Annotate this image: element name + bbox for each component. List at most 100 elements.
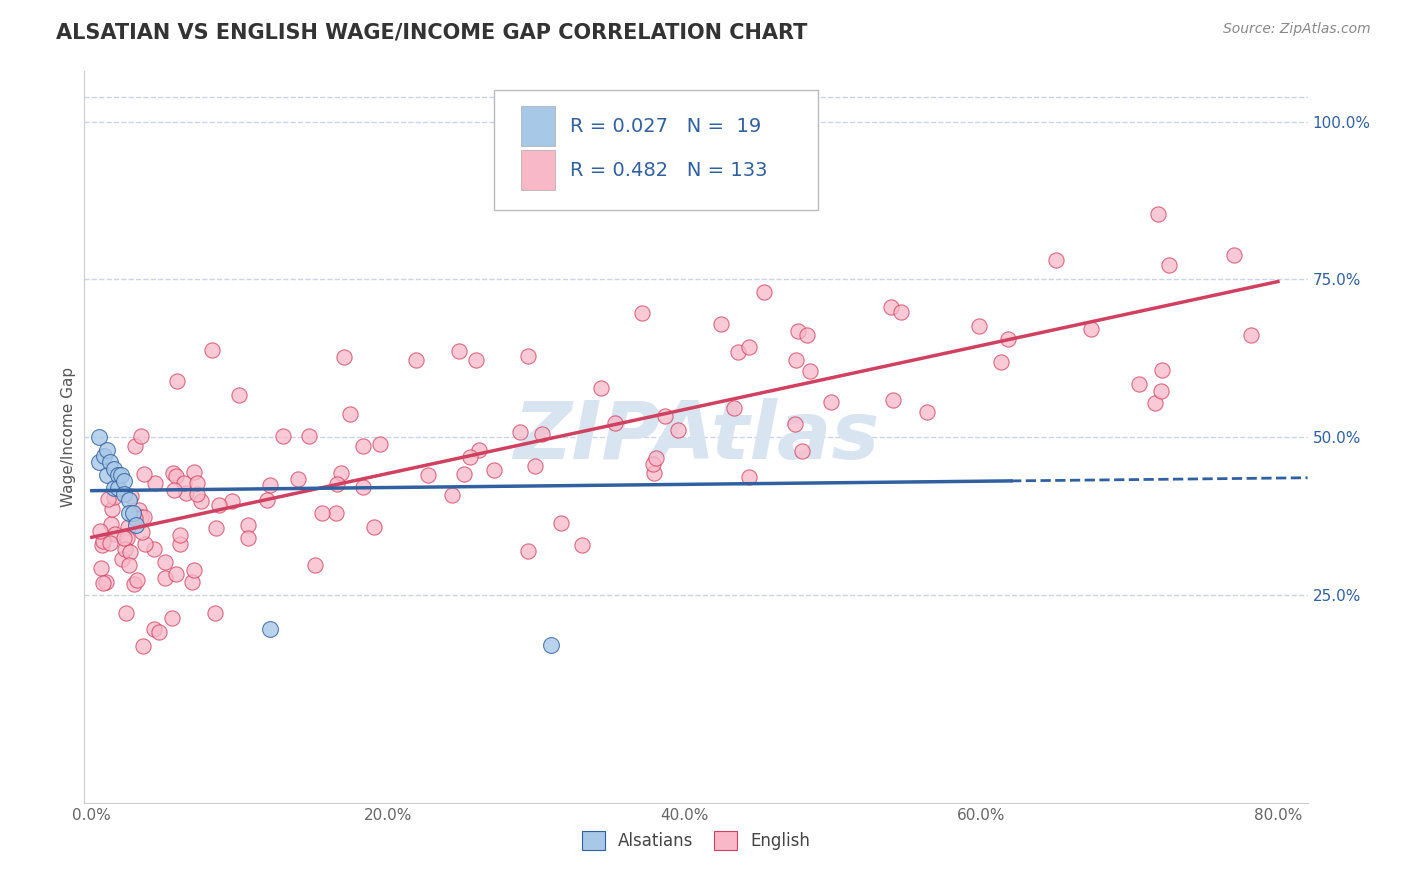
Point [101,502,124,516]
Point [1144,396,1167,410]
Point [465,352,488,367]
Point [259,623,281,637]
Point [107,467,129,482]
Point [509,425,531,439]
Point [204,606,226,620]
Point [352,480,374,494]
Point [118,558,141,572]
Point [723,401,745,416]
Point [186,487,208,501]
Point [89,455,111,469]
Point [786,324,808,338]
Point [304,558,326,572]
Point [1080,322,1102,336]
Point [165,468,187,483]
Point [112,474,135,488]
Point [107,481,129,495]
Point [792,444,814,458]
Point [114,542,136,557]
Point [737,340,759,354]
Point [783,417,806,431]
Point [967,318,990,333]
Point [228,388,250,402]
Point [132,510,155,524]
Point [122,577,145,591]
Point [122,506,145,520]
Point [799,364,821,378]
Point [333,351,356,365]
Point [148,625,170,640]
Point [710,318,733,332]
Point [882,392,904,407]
Point [785,352,807,367]
Point [183,465,205,479]
Point [645,451,668,466]
Point [201,343,224,357]
Point [103,490,125,504]
Point [162,467,184,481]
Point [405,353,427,368]
Point [153,571,176,585]
Point [131,639,153,653]
Point [124,511,146,525]
Point [1146,207,1168,221]
Point [165,566,187,581]
Point [1045,252,1067,267]
Point [128,503,150,517]
Text: R = 0.027   N =  19: R = 0.027 N = 19 [569,117,761,136]
Point [221,493,243,508]
Point [1157,258,1180,272]
Point [190,493,212,508]
Point [98,455,121,469]
Point [440,488,463,502]
Point [98,536,121,550]
Point [129,429,152,443]
Point [654,409,676,423]
Point [990,355,1012,369]
Point [1128,376,1150,391]
Point [117,531,139,545]
Point [236,517,259,532]
Point [131,524,153,539]
Point [120,490,142,504]
Point [207,499,229,513]
Point [523,458,546,473]
Point [94,575,117,590]
Point [517,350,540,364]
Point [117,519,139,533]
Point [131,510,153,524]
Point [540,638,562,652]
Point [298,429,321,443]
Text: ZIPAtlas: ZIPAtlas [513,398,879,476]
Point [89,524,111,539]
Point [1240,328,1263,343]
Point [727,344,749,359]
Point [93,576,115,591]
Text: Source: ZipAtlas.com: Source: ZipAtlas.com [1223,22,1371,37]
Point [169,528,191,542]
Point [368,437,391,451]
Point [589,381,612,395]
Point [90,560,112,574]
Point [143,542,166,557]
Point [738,470,761,484]
Point [530,426,553,441]
Point [100,516,122,531]
Point [124,439,146,453]
Point [796,328,818,343]
Point [605,417,627,431]
Point [173,476,195,491]
Point [453,467,475,482]
Point [915,405,938,419]
FancyBboxPatch shape [522,150,555,190]
Point [174,486,197,500]
Point [311,506,333,520]
FancyBboxPatch shape [494,90,818,211]
Point [104,527,127,541]
Point [890,305,912,319]
Point [468,443,491,458]
Point [111,551,134,566]
Point [329,466,352,480]
Point [517,544,540,558]
Point [1222,248,1244,262]
